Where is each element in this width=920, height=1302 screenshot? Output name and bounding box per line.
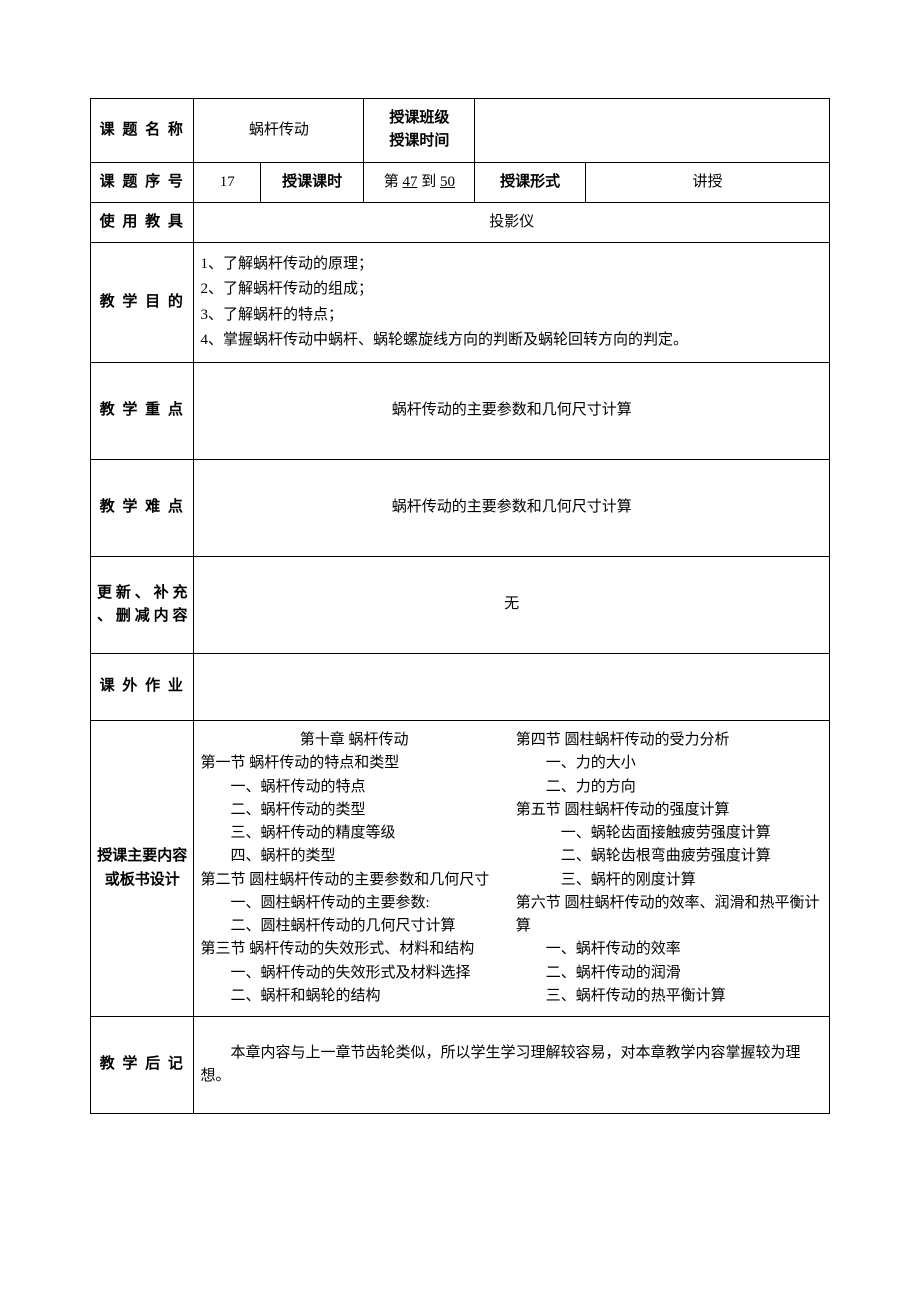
outline-line: 四、蜗杆的类型 — [200, 845, 507, 868]
outline-line: 二、蜗轮齿根弯曲疲劳强度计算 — [516, 845, 823, 868]
goal-item: 1、了解蜗杆传动的原理； — [200, 253, 823, 276]
outline-line: 第六节 圆柱蜗杆传动的效率、润滑和热平衡计算 — [516, 892, 823, 939]
outline-line: 三、蜗杆传动的精度等级 — [200, 822, 507, 845]
outline-right-col: 第四节 圆柱蜗杆传动的受力分析一、力的大小二、力的方向第五节 圆柱蜗杆传动的强度… — [516, 729, 823, 1008]
value-tools: 投影仪 — [194, 202, 830, 242]
value-homework — [194, 654, 830, 721]
row-tools: 使 用 教 具 投影仪 — [91, 202, 830, 242]
label-tools: 使 用 教 具 — [91, 202, 194, 242]
row-update: 更 新 、 补 充 、 删 减 内 容 无 — [91, 557, 830, 654]
outline-line: 一、圆柱蜗杆传动的主要参数: — [200, 892, 507, 915]
value-goals: 1、了解蜗杆传动的原理； 2、了解蜗杆传动的组成； 3、了解蜗杆的特点； 4、掌… — [194, 243, 830, 363]
label-homework: 课 外 作 业 — [91, 654, 194, 721]
row-outline: 授课主要内容或板书设计 第十章 蜗杆传动第一节 蜗杆传动的特点和类型一、蜗杆传动… — [91, 721, 830, 1017]
value-topic-name: 蜗杆传动 — [194, 99, 364, 163]
row-topic-no: 课 题 序 号 17 授课课时 第 47 到 50 授课形式 讲授 — [91, 162, 830, 202]
periods-from: 47 — [402, 174, 417, 190]
label-outline: 授课主要内容或板书设计 — [91, 721, 194, 1017]
lesson-plan-table: 课 题 名 称 蜗杆传动 授课班级 授课时间 课 题 序 号 17 授课课时 第… — [90, 98, 830, 1114]
value-keypoint: 蜗杆传动的主要参数和几何尺寸计算 — [194, 363, 830, 460]
outline-line: 第二节 圆柱蜗杆传动的主要参数和几何尺寸 — [200, 869, 507, 892]
outline-line: 第三节 蜗杆传动的失效形式、材料和结构 — [200, 938, 507, 961]
label-topic-no: 课 题 序 号 — [91, 162, 194, 202]
outline-line: 三、蜗杆传动的热平衡计算 — [516, 985, 823, 1008]
value-topic-no: 17 — [194, 162, 261, 202]
label-periods: 授课课时 — [260, 162, 363, 202]
row-goals: 教 学 目 的 1、了解蜗杆传动的原理； 2、了解蜗杆传动的组成； 3、了解蜗杆… — [91, 243, 830, 363]
outline-line: 第十章 蜗杆传动 — [200, 729, 507, 752]
value-periods: 第 47 到 50 — [364, 162, 475, 202]
outline-columns: 第十章 蜗杆传动第一节 蜗杆传动的特点和类型一、蜗杆传动的特点二、蜗杆传动的类型… — [200, 729, 823, 1008]
row-after: 教 学 后 记 本章内容与上一章节齿轮类似，所以学生学习理解较容易，对本章教学内… — [91, 1017, 830, 1114]
outline-line: 二、圆柱蜗杆传动的几何尺寸计算 — [200, 915, 507, 938]
outline-line: 三、蜗杆的刚度计算 — [516, 869, 823, 892]
label-form: 授课形式 — [475, 162, 586, 202]
label-difficulty: 教 学 难 点 — [91, 460, 194, 557]
value-after: 本章内容与上一章节齿轮类似，所以学生学习理解较容易，对本章教学内容掌握较为理想。 — [194, 1017, 830, 1114]
label-class-time-text: 授课班级 授课时间 — [389, 110, 449, 149]
outline-line: 二、蜗杆和蜗轮的结构 — [200, 985, 507, 1008]
outline-line: 一、力的大小 — [516, 752, 823, 775]
outline-line: 一、蜗杆传动的特点 — [200, 776, 507, 799]
row-homework: 课 外 作 业 — [91, 654, 830, 721]
value-update: 无 — [194, 557, 830, 654]
value-difficulty: 蜗杆传动的主要参数和几何尺寸计算 — [194, 460, 830, 557]
label-after: 教 学 后 记 — [91, 1017, 194, 1114]
row-keypoint: 教 学 重 点 蜗杆传动的主要参数和几何尺寸计算 — [91, 363, 830, 460]
lesson-plan-page: 课 题 名 称 蜗杆传动 授课班级 授课时间 课 题 序 号 17 授课课时 第… — [0, 0, 920, 1174]
label-keypoint: 教 学 重 点 — [91, 363, 194, 460]
label-topic-name: 课 题 名 称 — [91, 99, 194, 163]
goal-item: 2、了解蜗杆传动的组成； — [200, 278, 823, 301]
periods-mid: 到 — [417, 174, 440, 190]
outline-line: 第五节 圆柱蜗杆传动的强度计算 — [516, 799, 823, 822]
row-topic-name: 课 题 名 称 蜗杆传动 授课班级 授课时间 — [91, 99, 830, 163]
outline-line: 一、蜗杆传动的失效形式及材料选择 — [200, 962, 507, 985]
goal-item: 4、掌握蜗杆传动中蜗杆、蜗轮螺旋线方向的判断及蜗轮回转方向的判定。 — [200, 329, 823, 352]
label-class-time: 授课班级 授课时间 — [364, 99, 475, 163]
outline-left-col: 第十章 蜗杆传动第一节 蜗杆传动的特点和类型一、蜗杆传动的特点二、蜗杆传动的类型… — [200, 729, 507, 1008]
outline-line: 一、蜗杆传动的效率 — [516, 938, 823, 961]
periods-to: 50 — [440, 174, 455, 190]
outline-line: 第四节 圆柱蜗杆传动的受力分析 — [516, 729, 823, 752]
value-class-time — [475, 99, 830, 163]
outline-line: 第一节 蜗杆传动的特点和类型 — [200, 752, 507, 775]
outline-line: 二、蜗杆传动的类型 — [200, 799, 507, 822]
outline-line: 二、力的方向 — [516, 776, 823, 799]
outline-line: 二、蜗杆传动的润滑 — [516, 962, 823, 985]
value-form: 讲授 — [586, 162, 830, 202]
outline-line: 一、蜗轮齿面接触疲劳强度计算 — [516, 822, 823, 845]
row-difficulty: 教 学 难 点 蜗杆传动的主要参数和几何尺寸计算 — [91, 460, 830, 557]
label-goal: 教 学 目 的 — [91, 243, 194, 363]
periods-prefix: 第 — [384, 174, 403, 190]
goal-item: 3、了解蜗杆的特点； — [200, 304, 823, 327]
label-update: 更 新 、 补 充 、 删 减 内 容 — [91, 557, 194, 654]
value-outline: 第十章 蜗杆传动第一节 蜗杆传动的特点和类型一、蜗杆传动的特点二、蜗杆传动的类型… — [194, 721, 830, 1017]
